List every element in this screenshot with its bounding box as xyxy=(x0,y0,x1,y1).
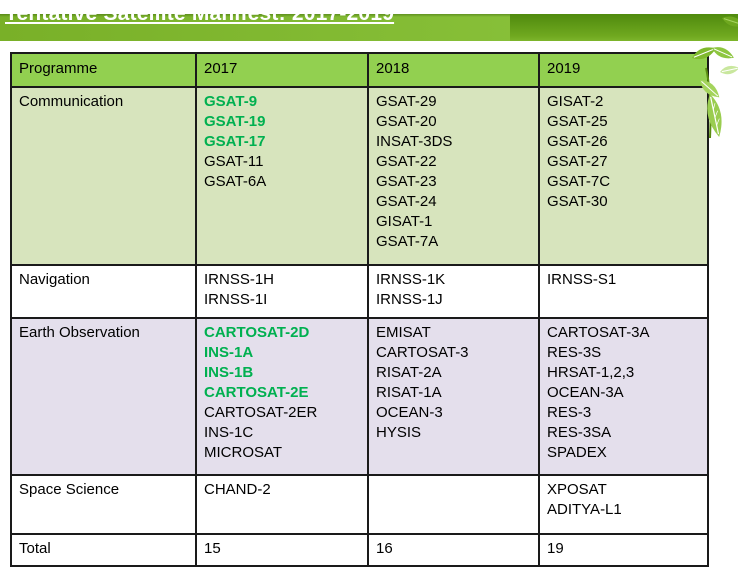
satellite-item: INS-1B xyxy=(204,364,254,381)
satellite-item: IRNSS-S1 xyxy=(547,271,617,288)
satellite-item: CHAND-2 xyxy=(204,481,271,498)
title-banner xyxy=(0,14,738,41)
satellite-item: INS-1C xyxy=(204,424,254,441)
satellite-item: HYSIS xyxy=(376,424,422,441)
satellite-item: CARTOSAT-2D xyxy=(204,324,310,341)
satellite-item: ADITYA-L1 xyxy=(547,501,622,518)
satellite-item: RES-3S xyxy=(547,344,602,361)
header-row: Programme 2017 2018 2019 xyxy=(10,52,709,88)
satellite-item: EMISAT xyxy=(376,324,431,341)
satellite-item: CARTOSAT-2E xyxy=(204,384,309,401)
satellite-item: XPOSAT xyxy=(547,481,607,498)
satellite-item: INS-1A xyxy=(204,344,254,361)
satellite-item: GSAT-24 xyxy=(376,193,437,210)
satellite-item: GSAT-7C xyxy=(547,173,611,190)
table-row: Communication GSAT-9 GSAT-19 GSAT-17 GSAT-11… xyxy=(10,86,709,266)
satellite-item: GSAT-7A xyxy=(376,233,439,250)
satellite-item: IRNSS-1H xyxy=(204,271,275,288)
year-cell: CHAND-2 xyxy=(195,474,369,535)
satellite-item: GSAT-9 xyxy=(204,93,258,110)
year-cell: XPOSAT ADITYA-L1 xyxy=(538,474,709,535)
satellite-item: IRNSS-1J xyxy=(376,291,443,308)
year-cell: EMISAT CARTOSAT-3 RISAT-2A RISAT-1A OCEAN-3 H… xyxy=(367,317,540,476)
year-cell: IRNSS-1H IRNSS-1I xyxy=(195,264,369,319)
satellite-item: IRNSS-1I xyxy=(204,291,268,308)
satellite-item: 16 xyxy=(376,540,393,557)
header-2018: 2018 xyxy=(367,52,540,88)
satellite-item: GSAT-20 xyxy=(376,113,437,130)
satellite-item: GSAT-11 xyxy=(204,153,264,170)
satellite-item: RES-3SA xyxy=(547,424,612,441)
table-row: Space Science CHAND-2 XPOSAT ADITYA-L1 xyxy=(10,474,709,535)
year-cell: IRNSS-S1 xyxy=(538,264,709,319)
manifest-table-body: Communication GSAT-9 GSAT-19 GSAT-17 GSAT-11… xyxy=(10,86,709,567)
programme-label: Earth Observation xyxy=(10,317,197,476)
satellite-item: GSAT-27 xyxy=(547,153,608,170)
satellite-item: RISAT-2A xyxy=(376,364,442,381)
programme-label: Navigation xyxy=(10,264,197,319)
satellite-item: RES-3 xyxy=(547,404,592,421)
satellite-item: INSAT-3DS xyxy=(376,133,453,150)
table-row: Total 15 16 19 xyxy=(10,533,709,567)
satellite-item: IRNSS-1K xyxy=(376,271,446,288)
leaf-icon xyxy=(712,47,734,59)
year-cell: CARTOSAT-3A RES-3S HRSAT-1,2,3 OCEAN-3A RES-… xyxy=(538,317,709,476)
table-row: Earth Observation CARTOSAT-2D INS-1A INS-1B… xyxy=(10,317,709,476)
satellite-item: GISAT-1 xyxy=(376,213,433,230)
satellite-item: HRSAT-1,2,3 xyxy=(547,364,635,381)
year-cell: 15 xyxy=(195,533,369,567)
satellite-item: GSAT-23 xyxy=(376,173,437,190)
satellite-item: GSAT-6A xyxy=(204,173,267,190)
satellite-item: CARTOSAT-3A xyxy=(547,324,650,341)
year-cell xyxy=(367,474,540,535)
year-cell: 16 xyxy=(367,533,540,567)
manifest-table: Programme 2017 2018 2019 Communication GS… xyxy=(10,52,709,567)
satellite-item: SPADEX xyxy=(547,444,607,461)
table-row: Navigation IRNSS-1H IRNSS-1I IRNSS-1K IRNSS-… xyxy=(10,264,709,319)
satellite-item: GSAT-22 xyxy=(376,153,437,170)
year-cell: IRNSS-1K IRNSS-1J xyxy=(367,264,540,319)
satellite-item: MICROSAT xyxy=(204,444,283,461)
year-cell: 19 xyxy=(538,533,709,567)
programme-label: Space Science xyxy=(10,474,197,535)
year-cell: GSAT-9 GSAT-19 GSAT-17 GSAT-11 GSAT-6A xyxy=(195,86,369,266)
year-cell: CARTOSAT-2D INS-1A INS-1B CARTOSAT-2E CARTOS… xyxy=(195,317,369,476)
satellite-item: 15 xyxy=(204,540,221,557)
header-2019: 2019 xyxy=(538,52,709,88)
satellite-item: GSAT-17 xyxy=(204,133,266,150)
satellite-item: GSAT-26 xyxy=(547,133,608,150)
satellite-item: OCEAN-3A xyxy=(547,384,624,401)
satellite-item: OCEAN-3 xyxy=(376,404,443,421)
year-cell: GISAT-2 GSAT-25 GSAT-26 GSAT-27 GSAT-7C GSAT-… xyxy=(538,86,709,266)
satellite-item: GISAT-2 xyxy=(547,93,604,110)
satellite-item: GSAT-19 xyxy=(204,113,266,130)
satellite-item: GSAT-29 xyxy=(376,93,437,110)
satellite-item: 19 xyxy=(547,540,564,557)
satellite-item: CARTOSAT-2ER xyxy=(204,404,318,421)
banner-accent-stripe xyxy=(510,14,738,41)
satellite-item: CARTOSAT-3 xyxy=(376,344,469,361)
programme-label: Communication xyxy=(10,86,197,266)
page-title: Tentative Satellite Manifest: 2017-2019 xyxy=(5,2,395,25)
satellite-item: GSAT-30 xyxy=(547,193,608,210)
programme-label: Total xyxy=(10,533,197,567)
satellite-item: RISAT-1A xyxy=(376,384,442,401)
header-2017: 2017 xyxy=(195,52,369,88)
leaf-icon xyxy=(720,65,738,75)
year-cell: GSAT-29 GSAT-20 INSAT-3DS GSAT-22 GSAT-23 GSA… xyxy=(367,86,540,266)
satellite-item: GSAT-25 xyxy=(547,113,608,130)
header-programme: Programme xyxy=(10,52,197,88)
